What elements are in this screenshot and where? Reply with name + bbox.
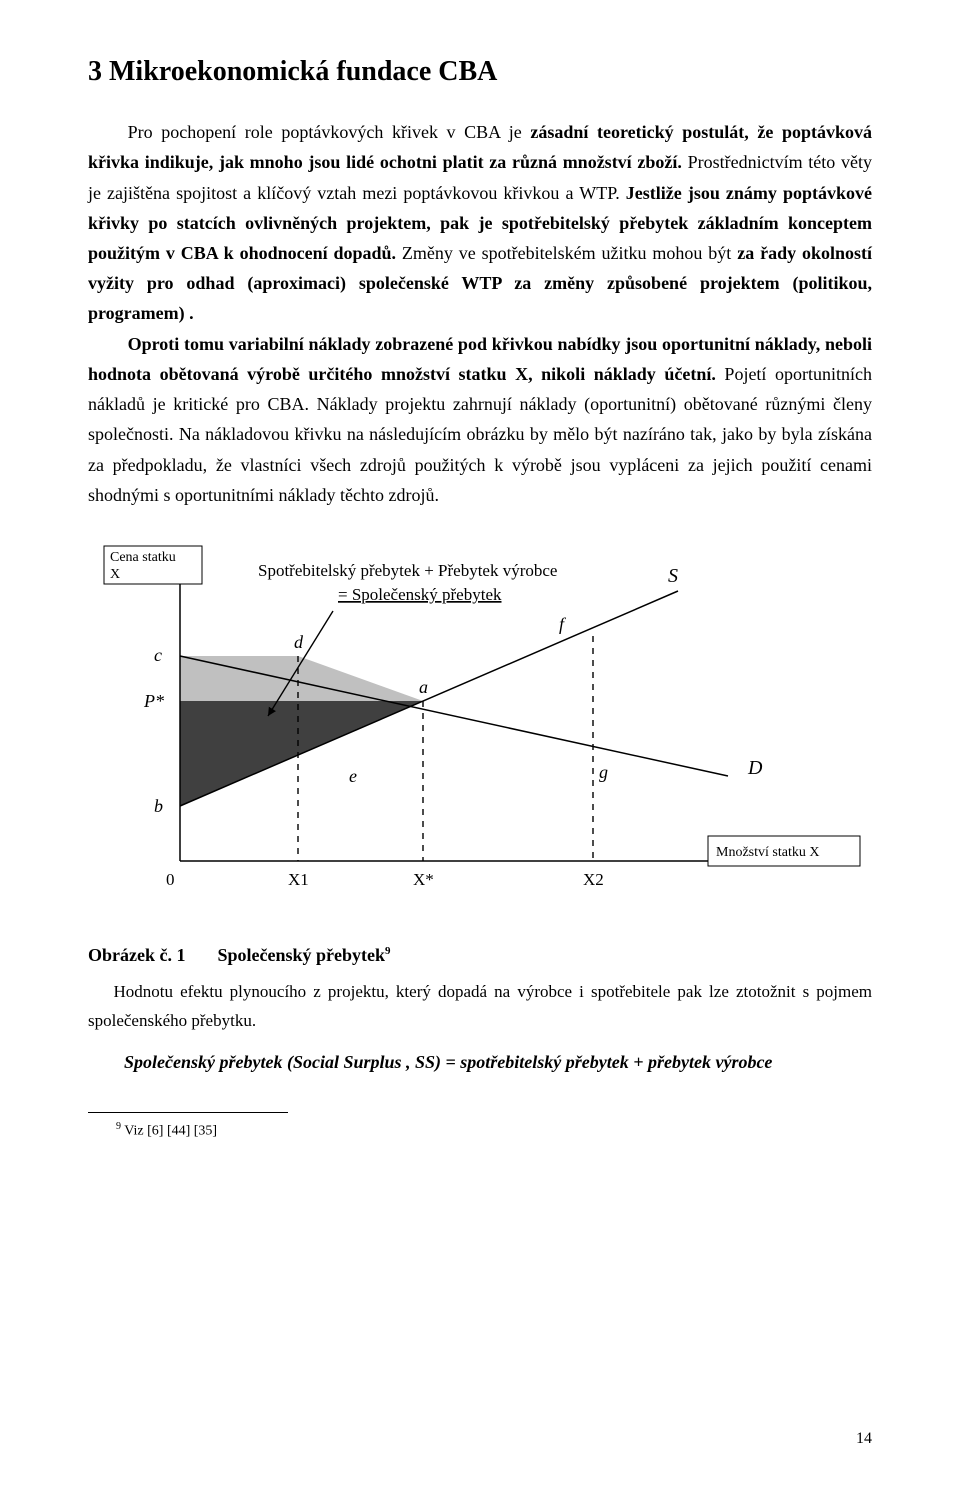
p1-pre: Pro pochopení role poptávkových křivek v… xyxy=(128,122,531,142)
surplus-diagram: Cena statku X Množství statku X Spotřebitel… xyxy=(88,526,872,926)
svg-text:g: g xyxy=(599,762,608,782)
after-caption-text: Hodnotu efektu plynoucího z projektu, kt… xyxy=(88,978,872,1035)
caption-title-text: Společenský přebytek xyxy=(217,945,385,965)
caption-title: Společenský přebytek9 xyxy=(217,940,390,970)
svg-text:D: D xyxy=(747,757,763,779)
svg-text:= Společenský přebytek: = Společenský přebytek xyxy=(338,585,502,604)
svg-text:d: d xyxy=(294,632,304,652)
formula-social-surplus: Společenský přebytek (Social Surplus , S… xyxy=(88,1047,872,1077)
svg-text:P*: P* xyxy=(143,691,164,711)
chart-surplus: Cena statku X Množství statku X Spotřebitel… xyxy=(88,526,872,926)
figure-caption: Obrázek č. 1 Společenský přebytek9 xyxy=(88,940,872,970)
footnote: 9 Viz [6] [44] [35] xyxy=(88,1119,872,1143)
p2-rest: Pojetí oportunitních nákladů je kritické… xyxy=(88,364,872,505)
footnote-text: Viz [6] [44] [35] xyxy=(121,1123,217,1138)
paragraph-1: Pro pochopení role poptávkových křivek v… xyxy=(88,117,872,329)
svg-text:c: c xyxy=(154,645,162,665)
svg-text:Cena statku: Cena statku xyxy=(110,550,176,565)
svg-text:X1: X1 xyxy=(288,870,309,889)
svg-text:Spotřebitelský přebytek + Přeb: Spotřebitelský přebytek + Přebytek výrob… xyxy=(258,561,557,580)
svg-text:a: a xyxy=(419,677,428,697)
footnote-rule xyxy=(88,1112,288,1113)
svg-text:X*: X* xyxy=(413,870,434,889)
svg-text:0: 0 xyxy=(166,870,175,889)
paragraph-2: Oproti tomu variabilní náklady zobrazené… xyxy=(88,329,872,510)
svg-text:X2: X2 xyxy=(583,870,604,889)
svg-text:f: f xyxy=(559,614,567,634)
svg-text:e: e xyxy=(349,766,357,786)
svg-text:S: S xyxy=(668,565,678,587)
p1-mid2: Změny ve spotřebitelském užitku mohou bý… xyxy=(396,243,737,263)
caption-footnote-ref: 9 xyxy=(385,945,391,957)
caption-number: Obrázek č. 1 xyxy=(88,940,185,970)
page: 3 Mikroekonomická fundace CBA Pro pochop… xyxy=(0,0,960,1489)
svg-text:Množství statku X: Množství statku X xyxy=(716,845,819,860)
svg-text:X: X xyxy=(110,567,120,582)
page-number: 14 xyxy=(856,1426,872,1453)
svg-text:b: b xyxy=(154,796,163,816)
heading: 3 Mikroekonomická fundace CBA xyxy=(88,48,872,95)
